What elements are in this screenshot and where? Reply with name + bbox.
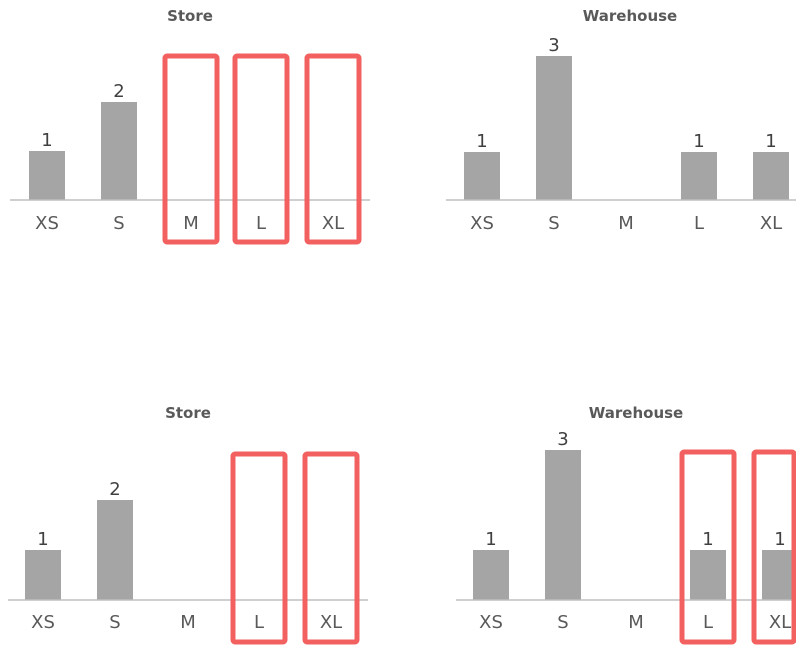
highlight-box-m (162, 53, 220, 245)
tick-label-xl: XL (769, 612, 791, 633)
tick-label-s: S (557, 612, 568, 633)
bar-xl (762, 550, 796, 600)
bar-xs (473, 550, 509, 600)
data-label-s: 3 (557, 429, 568, 450)
chart-title: Warehouse (589, 404, 683, 422)
bar-xs (25, 550, 61, 600)
data-label-s: 2 (113, 81, 124, 102)
data-label-xs: 1 (485, 529, 496, 550)
data-label-l: 1 (693, 131, 704, 152)
bar-s (545, 450, 581, 600)
tick-label-m: M (618, 213, 634, 234)
data-label-s: 3 (548, 35, 559, 56)
bar-xs (29, 151, 65, 200)
bar-s (536, 56, 572, 200)
tick-label-l: L (254, 612, 264, 633)
tick-label-l: L (256, 213, 266, 234)
tick-label-s: S (113, 213, 124, 234)
chart-panel-4: Warehouse 1 3 1 1 XS S M L XL (456, 404, 796, 645)
tick-label-xl: XL (322, 213, 344, 234)
tick-label-m: M (180, 612, 196, 633)
chart-panel-3: Store 1 2 XS S M L XL (8, 404, 368, 645)
tick-label-l: L (694, 213, 704, 234)
highlight-box-xl (304, 53, 362, 245)
chart-panel-1: Store 1 2 XS S M L XL (10, 7, 370, 245)
bar-l (690, 550, 726, 600)
bar-s (101, 102, 137, 200)
tick-label-l: L (703, 612, 713, 633)
bar-s (97, 500, 133, 600)
highlight-box-l (232, 53, 290, 245)
highlight-box-xl (751, 449, 796, 645)
highlight-box-l (679, 449, 737, 645)
data-label-s: 2 (109, 479, 120, 500)
tick-label-xs: XS (31, 612, 55, 633)
bar-xl (753, 152, 789, 200)
tick-label-xs: XS (479, 612, 503, 633)
data-label-xs: 1 (41, 130, 52, 151)
data-label-xl: 1 (774, 529, 785, 550)
highlight-box-l (230, 451, 288, 645)
tick-label-m: M (628, 612, 644, 633)
tick-label-m: M (183, 213, 199, 234)
tick-label-xs: XS (35, 213, 59, 234)
chart-title: Store (167, 7, 213, 25)
tick-label-xl: XL (760, 213, 782, 234)
data-label-xs: 1 (476, 131, 487, 152)
highlight-box-xl (302, 451, 360, 645)
tick-label-xl: XL (320, 612, 342, 633)
chart-panel-2: Warehouse 1 3 1 1 XS S M L XL (446, 7, 796, 234)
chart-title: Warehouse (583, 7, 677, 25)
data-label-xs: 1 (37, 529, 48, 550)
bar-l (681, 152, 717, 200)
chart-title: Store (165, 404, 211, 422)
data-label-l: 1 (702, 529, 713, 550)
data-label-xl: 1 (765, 131, 776, 152)
tick-label-s: S (109, 612, 120, 633)
tick-label-s: S (548, 213, 559, 234)
tick-label-xs: XS (470, 213, 494, 234)
bar-xs (464, 152, 500, 200)
